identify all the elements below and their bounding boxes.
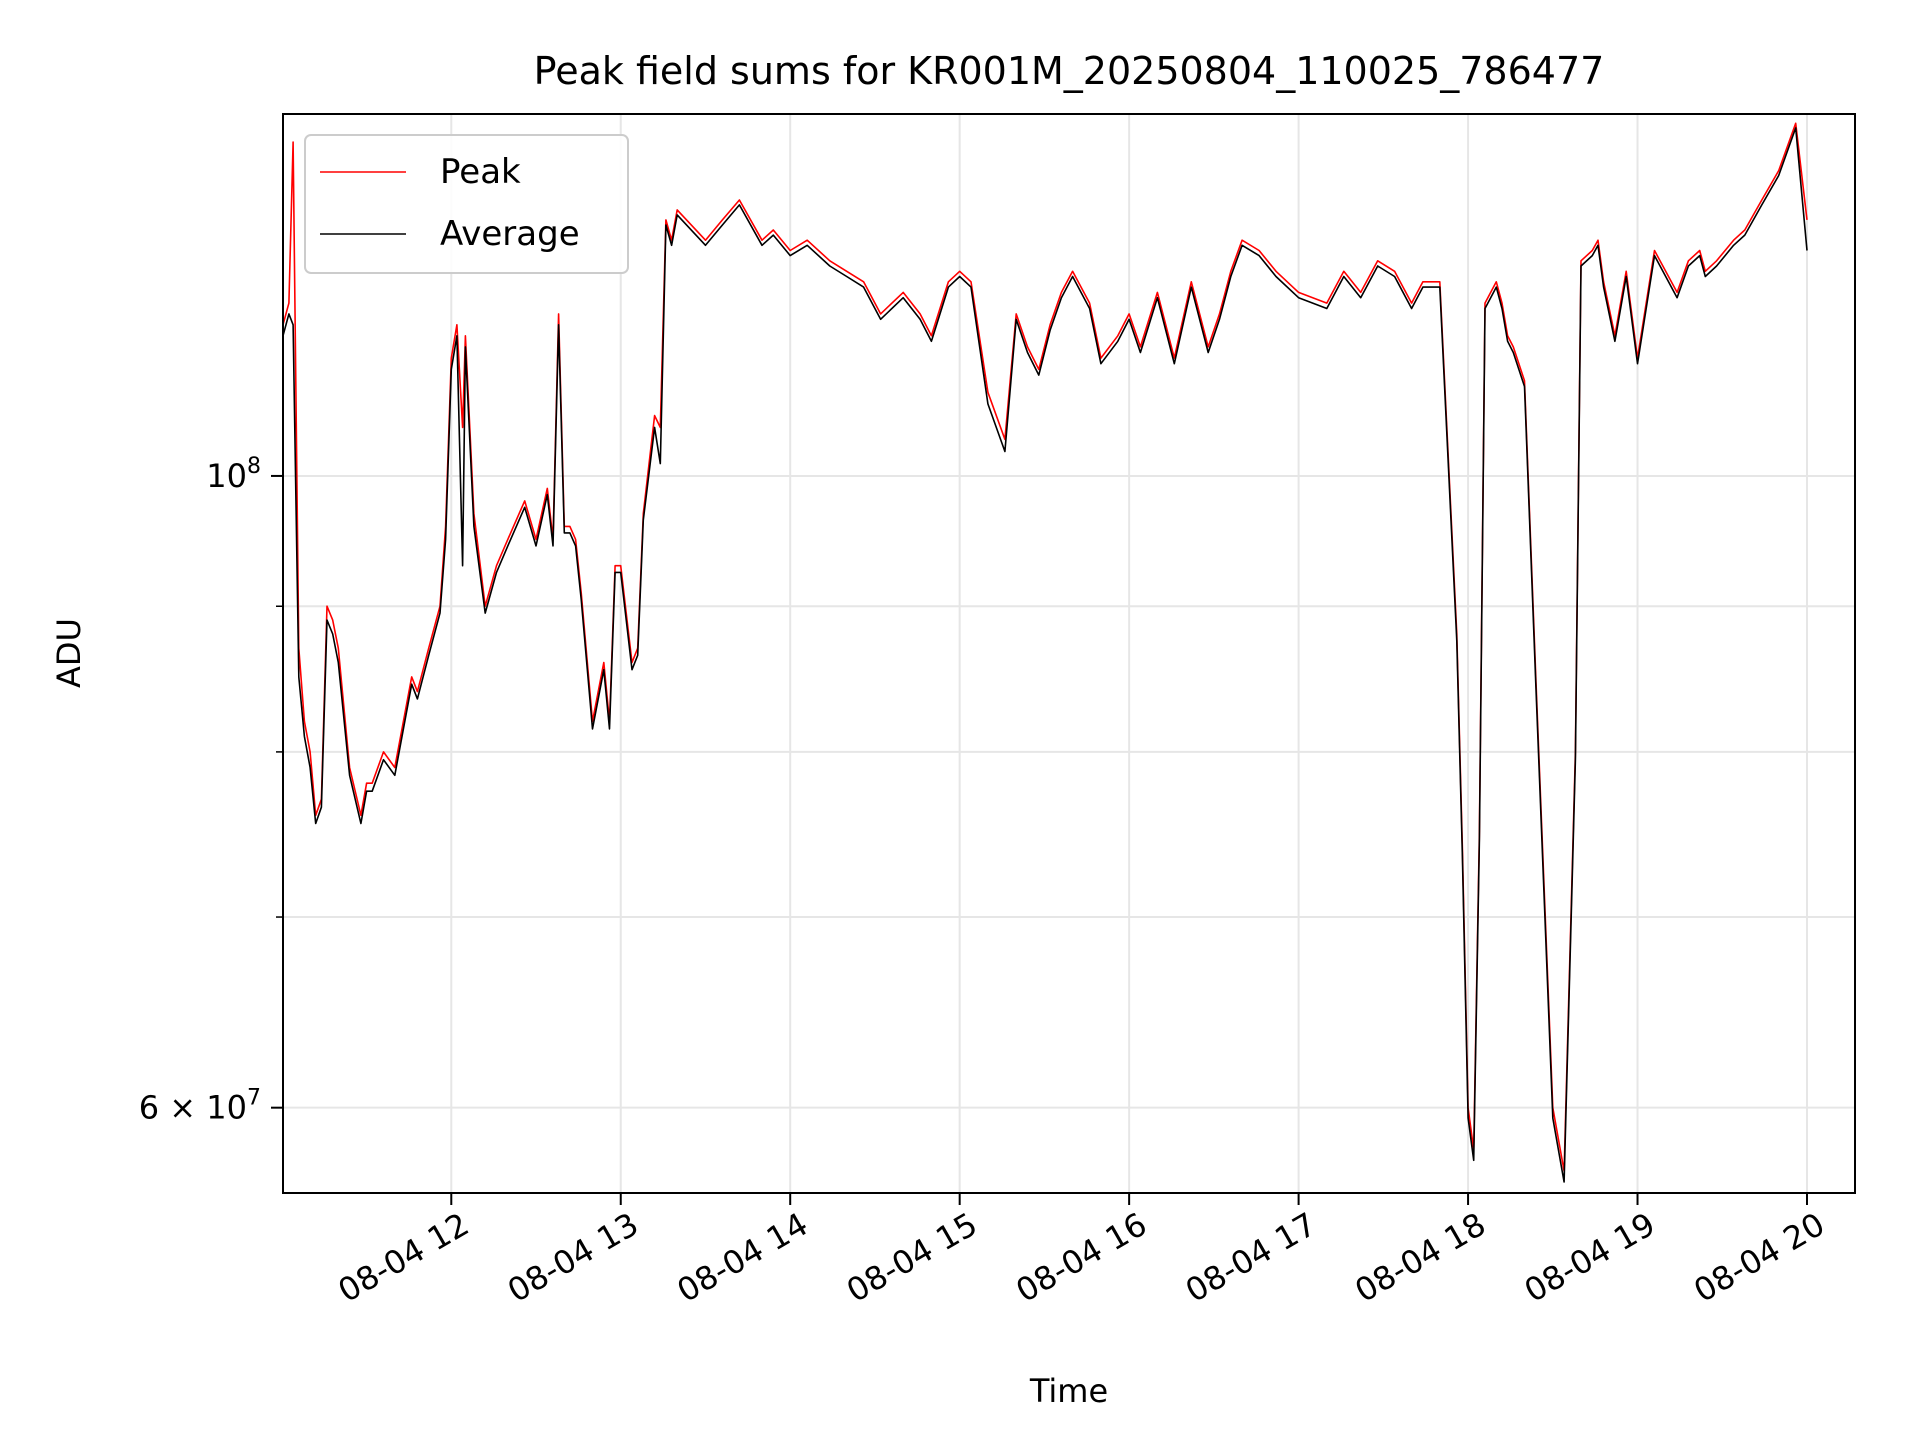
chart-title: Peak field sums for KR001M_20250804_1100…	[534, 49, 1605, 93]
legend-label-peak: Peak	[440, 152, 521, 192]
plot-lines	[282, 122, 1808, 1183]
series-line-average	[282, 127, 1808, 1183]
plot-frame	[282, 113, 1856, 1194]
grid	[283, 114, 1855, 1193]
y-axis: 108 6 × 107	[139, 454, 283, 1127]
y-tick-label: 6 × 107	[139, 1086, 261, 1127]
legend-box	[304, 134, 629, 274]
y-axis-label: ADU	[50, 618, 88, 688]
x-axis-label: Time	[1029, 1372, 1108, 1410]
y-tick-label: 108	[206, 454, 261, 495]
legend: Peak Average	[304, 134, 629, 274]
legend-label-average: Average	[440, 214, 580, 254]
